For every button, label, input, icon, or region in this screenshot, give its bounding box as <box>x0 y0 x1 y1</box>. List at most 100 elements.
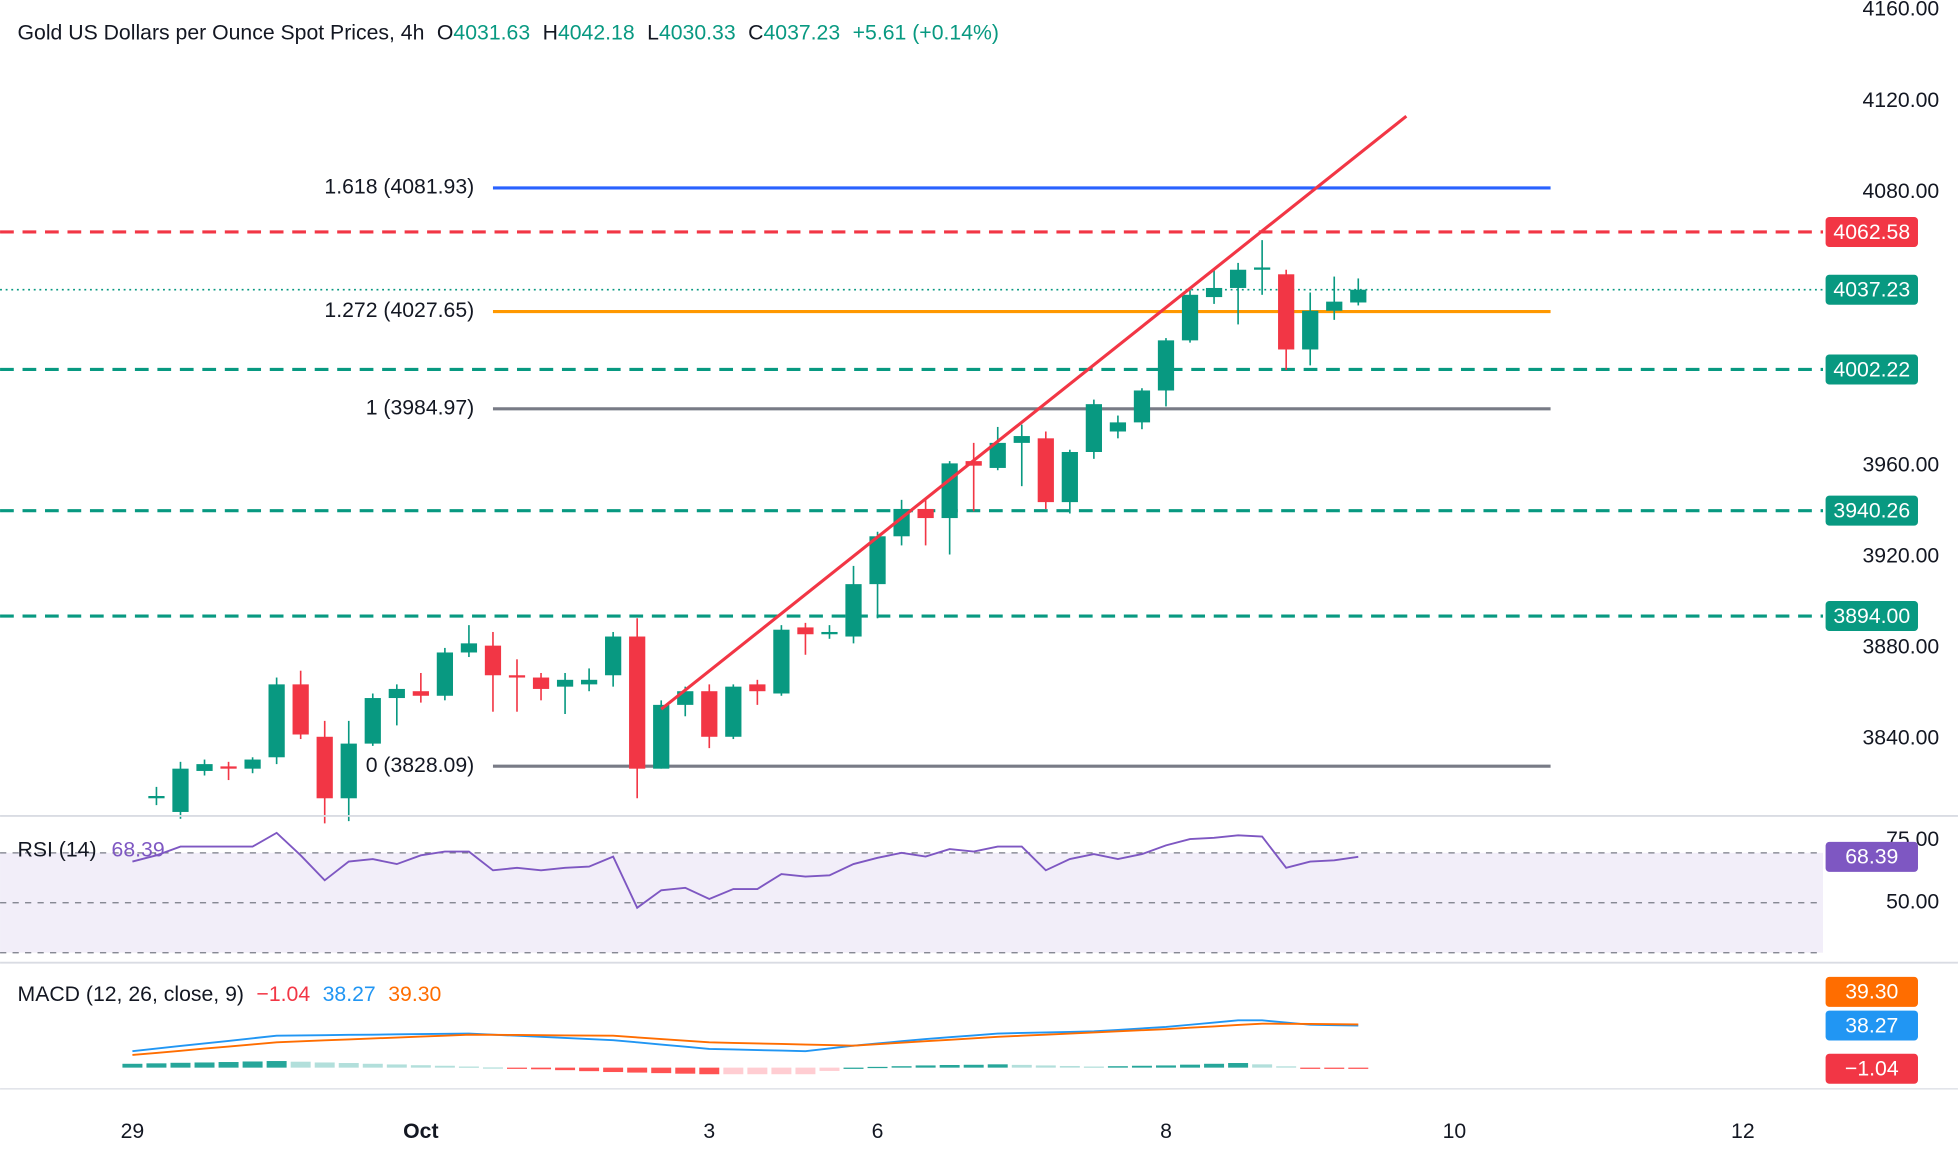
x-tick-label: 6 <box>872 1120 884 1143</box>
series-line <box>132 1022 1359 1056</box>
histogram-bar <box>290 1061 311 1068</box>
level-badge-bg <box>1825 216 1918 247</box>
series-line <box>132 831 1359 910</box>
histogram-bar <box>386 1064 407 1068</box>
candle-body <box>1205 287 1223 298</box>
ohlc-key: H <box>543 21 558 44</box>
y-tick-label: 3920.00 <box>1863 544 1940 567</box>
candle-body <box>989 442 1006 468</box>
candle-body <box>797 627 814 635</box>
ohlc-key: L <box>647 21 659 44</box>
candle-body <box>340 743 357 799</box>
histogram-bar <box>218 1062 239 1068</box>
level-badge-bg <box>1825 495 1918 526</box>
histogram-bar <box>939 1064 960 1068</box>
histogram-bar <box>1348 1067 1369 1069</box>
y-tick-label: 4160.00 <box>1863 0 1940 21</box>
fib-label: 0 (3828.09) <box>366 754 475 777</box>
series-line <box>132 1019 1359 1053</box>
histogram-bar <box>579 1067 600 1072</box>
price-axis-bg <box>1823 0 1958 1160</box>
histogram-bar <box>122 1063 143 1068</box>
change: +5.61 (+0.14%) <box>853 21 999 44</box>
histogram-bar <box>843 1067 864 1069</box>
candle-body <box>917 508 934 519</box>
ohlc-key: O <box>437 21 454 44</box>
histogram-bar <box>1059 1065 1080 1068</box>
candle-body <box>556 679 574 687</box>
value-badge: 38.27 <box>1845 1014 1898 1037</box>
candle-body <box>1037 438 1054 503</box>
candle-body <box>580 679 598 685</box>
histogram-bar <box>458 1066 479 1068</box>
ohlc-value: 4031.63 <box>453 21 530 44</box>
candle-body <box>388 688 405 699</box>
histogram-bar <box>891 1066 912 1068</box>
x-tick-label: 29 <box>121 1120 145 1143</box>
background: 1.618 (4081.93) 1.272 (4027.65) 1 (3984.97… <box>0 175 1824 954</box>
rsi-value: 68.39 <box>112 838 165 861</box>
y-tick-label: 3840.00 <box>1863 727 1940 750</box>
histogram-bar <box>1011 1064 1032 1068</box>
histogram-bar <box>242 1061 263 1068</box>
candle-body <box>605 636 622 676</box>
y-tick-label: 4080.00 <box>1863 180 1940 203</box>
histogram-bar <box>170 1062 191 1068</box>
value-badge-bg <box>1825 1053 1918 1084</box>
trendline <box>660 114 1408 711</box>
y-tick-label: 50.00 <box>1886 890 1939 913</box>
ohlc-value: 4042.18 <box>558 21 635 44</box>
x-tick-label: 12 <box>1731 1120 1755 1143</box>
candle-body <box>1085 404 1102 452</box>
histogram-bar <box>987 1064 1008 1068</box>
histogram-bar <box>1252 1064 1273 1068</box>
candle-body <box>1326 301 1343 311</box>
y-tick-label: 4120.00 <box>1863 89 1940 112</box>
candle-body <box>364 698 381 744</box>
candle-body <box>749 684 766 692</box>
histogram-bar <box>1204 1063 1225 1068</box>
candle-body <box>316 736 333 799</box>
fib-label: 1.272 (4027.65) <box>324 299 474 322</box>
histogram-bar <box>1276 1066 1297 1068</box>
candle-body <box>701 691 718 737</box>
histogram-bar <box>266 1061 287 1068</box>
histogram-bar <box>338 1063 359 1068</box>
candle-body <box>653 704 670 769</box>
histogram-bar <box>531 1067 552 1070</box>
histogram-bar <box>627 1067 648 1073</box>
ohlc-key: C <box>748 21 763 44</box>
histogram-bar <box>410 1065 431 1068</box>
histogram-bar <box>1300 1067 1321 1069</box>
level-badge: 4002.22 <box>1833 358 1910 381</box>
histogram-bar <box>194 1062 215 1068</box>
candle-body <box>412 691 429 696</box>
rsi-name: RSI (14) <box>18 838 97 861</box>
value-badge: 39.30 <box>1845 981 1898 1004</box>
candle-body <box>845 584 862 637</box>
ohlc-value: 4037.23 <box>763 21 840 44</box>
ohlc-value: 4030.33 <box>659 21 736 44</box>
candle-body <box>725 686 742 737</box>
y-tick-label: 3880.00 <box>1863 636 1940 659</box>
value-badge-bg <box>1825 841 1918 872</box>
marks <box>122 114 1408 1075</box>
candle-body <box>292 684 309 735</box>
candle-body <box>172 768 189 812</box>
fib-label: 1.618 (4081.93) <box>324 175 474 198</box>
histogram-bar <box>1228 1063 1249 1068</box>
candle-body <box>220 766 237 769</box>
histogram-bar <box>747 1067 768 1075</box>
level-badge-bg <box>1825 354 1918 385</box>
candle-body <box>629 636 646 769</box>
histogram-bar <box>1324 1067 1345 1069</box>
candle-body <box>484 645 502 676</box>
histogram-bar <box>1180 1064 1201 1068</box>
level-badge: 4062.58 <box>1833 221 1910 244</box>
candle-body <box>773 629 790 694</box>
histogram-bar <box>482 1067 503 1069</box>
candle-body <box>196 764 213 771</box>
